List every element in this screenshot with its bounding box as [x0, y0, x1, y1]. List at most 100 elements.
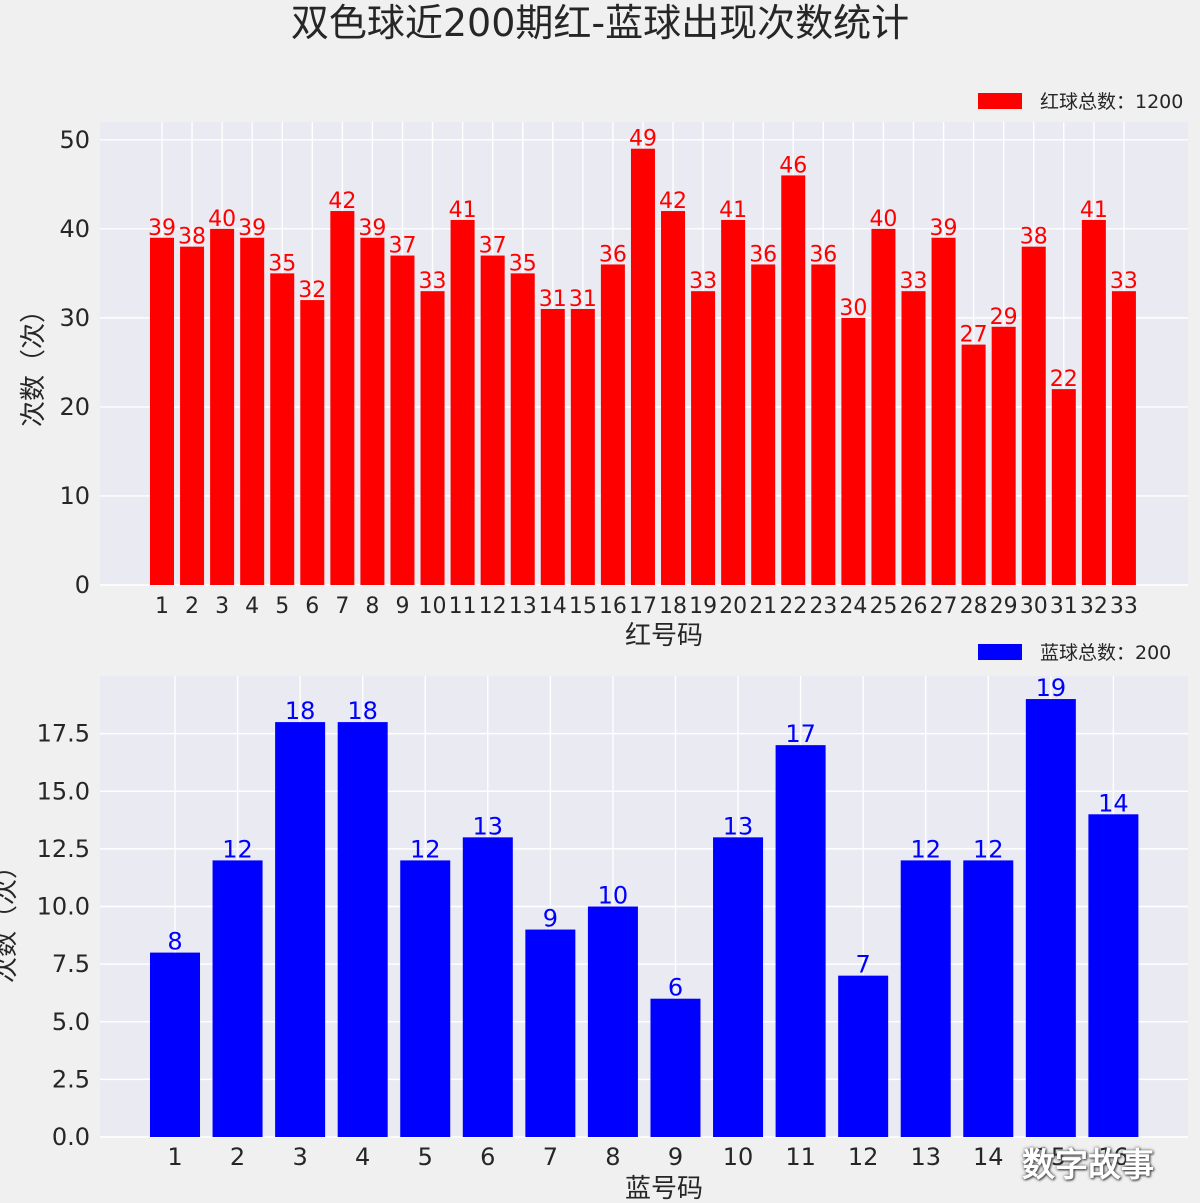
panel-1-x-tick-label: 27: [930, 594, 958, 619]
panel-1-x-tick-label: 3: [215, 594, 229, 619]
panel-1-x-tick-label: 4: [245, 594, 259, 619]
panel-1-bar: [540, 308, 565, 585]
panel-1-bar-value-label: 36: [809, 242, 837, 267]
panel-1-x-tick-label: 14: [539, 594, 567, 619]
panel-2-x-tick-label: 9: [668, 1143, 683, 1171]
panel-1-bar-value-label: 30: [839, 296, 867, 321]
panel-2-bar-value-label: 18: [285, 697, 316, 725]
panel-1-bar: [360, 237, 385, 585]
panel-1-bar: [150, 237, 174, 585]
panel-1-y-tick-label: 0: [75, 571, 90, 599]
watermark: 数字故事: [1022, 1145, 1154, 1184]
panel-1-x-axis-label: 红号码: [625, 621, 703, 651]
panel-2-x-tick-label: 3: [292, 1143, 307, 1171]
panel-2-bar-value-label: 13: [723, 812, 754, 840]
panel-2-x-tick-label: 13: [910, 1143, 941, 1171]
panel-1-bar: [420, 291, 445, 585]
panel-1-bar-value-label: 37: [479, 234, 507, 259]
panel-1-x-tick-label: 10: [419, 594, 447, 619]
panel-1-bar: [871, 228, 896, 585]
panel-2-x-tick-label: 5: [418, 1143, 433, 1171]
panel-1-x-tick-label: 19: [689, 594, 717, 619]
panel-1-x-tick-label: 7: [335, 594, 349, 619]
panel-2-y-tick-label: 2.5: [52, 1065, 90, 1093]
panel-2-x-tick-label: 2: [230, 1143, 245, 1171]
panel-2-x-axis-label: 蓝号码: [625, 1174, 703, 1203]
panel-1-bar-value-label: 35: [268, 251, 296, 276]
panel-2-bar: [713, 837, 764, 1137]
panel-2-bar-value-label: 18: [347, 697, 378, 725]
panel-2-bar-value-label: 12: [410, 835, 441, 863]
panel-1-bar: [661, 211, 686, 586]
panel-1-x-tick-label: 32: [1080, 594, 1108, 619]
panel-1-legend-label: 红球总数：1200: [1040, 91, 1183, 113]
panel-1-bar-value-label: 39: [930, 216, 958, 241]
panel-1-x-tick-label: 2: [185, 594, 199, 619]
panel-1-bar: [210, 228, 235, 585]
panel-1-bar-value-label: 42: [659, 189, 687, 214]
panel-1-bar: [991, 326, 1016, 585]
panel-1-bar-value-label: 39: [148, 216, 176, 241]
panel-1-x-tick-label: 18: [659, 594, 687, 619]
panel-2-bar: [462, 837, 513, 1137]
panel-2-bar: [838, 975, 889, 1137]
panel-1-bar-value-label: 29: [990, 305, 1018, 330]
panel-2-y-tick-label: 10.0: [37, 893, 90, 921]
panel-1-x-tick-label: 28: [960, 594, 988, 619]
panel-1-y-tick-label: 10: [59, 482, 90, 510]
panel-1-bar: [270, 273, 295, 585]
panel-1-x-tick-label: 15: [569, 594, 597, 619]
panel-1-bar-value-label: 33: [689, 269, 717, 294]
panel-1-bar-value-label: 41: [719, 198, 747, 223]
panel-2-legend-swatch: [978, 644, 1022, 660]
panel-2-y-tick-label: 7.5: [52, 950, 90, 978]
panel-1-bar: [1051, 389, 1076, 585]
panel-1-bar-value-label: 35: [509, 251, 537, 276]
panel-1-x-tick-label: 9: [395, 594, 409, 619]
panel-1-x-tick-label: 20: [719, 594, 747, 619]
panel-1-y-tick-label: 30: [59, 304, 90, 332]
panel-1-bar-value-label: 38: [178, 225, 206, 250]
panel-1-x-tick-label: 24: [839, 594, 867, 619]
panel-2-bar: [400, 860, 451, 1137]
panel-1-bar-value-label: 39: [358, 216, 386, 241]
panel-2-bar-value-label: 12: [222, 835, 253, 863]
panel-1-bar-value-label: 41: [1080, 198, 1108, 223]
panel-1-bar: [570, 308, 595, 585]
panel-1-bar: [390, 255, 415, 586]
panel-1-bar: [330, 211, 355, 586]
panel-1-x-tick-label: 16: [599, 594, 627, 619]
panel-1-bar-value-label: 36: [599, 242, 627, 267]
panel-1-bar: [901, 291, 926, 585]
panel-1-bar: [961, 344, 986, 585]
panel-1-bar: [450, 219, 475, 585]
panel-2-bar: [1088, 814, 1139, 1137]
panel-1-bar-value-label: 33: [419, 269, 447, 294]
panel-1-bar-value-label: 31: [569, 287, 597, 312]
panel-1-y-tick-label: 50: [59, 126, 90, 154]
panel-1-x-tick-label: 12: [479, 594, 507, 619]
panel-2-x-tick-label: 14: [973, 1143, 1004, 1171]
panel-1-x-tick-label: 17: [629, 594, 657, 619]
panel-1-x-tick-label: 26: [900, 594, 928, 619]
panel-1-y-tick-label: 40: [59, 215, 90, 243]
panel-1-x-tick-label: 5: [275, 594, 289, 619]
panel-1-x-tick-label: 29: [990, 594, 1018, 619]
panel-2-bar-value-label: 12: [973, 835, 1004, 863]
panel-2-bar: [900, 860, 951, 1137]
panel-1-bar-value-label: 39: [238, 216, 266, 241]
panel-1-x-tick-label: 21: [749, 594, 777, 619]
panel-1-bar-value-label: 36: [749, 242, 777, 267]
panel-2-bar: [963, 860, 1014, 1137]
panel-1-x-tick-label: 1: [155, 594, 169, 619]
panel-1-bar-value-label: 37: [388, 234, 416, 259]
panel-1-bar-value-label: 42: [328, 189, 356, 214]
chart-title: 双色球近200期红-蓝球出现次数统计: [290, 1, 910, 45]
panel-1-bar-value-label: 40: [869, 207, 897, 232]
panel-1-bar: [751, 264, 776, 585]
panel-1-bar: [300, 300, 325, 585]
panel-1-bar-value-label: 31: [539, 287, 567, 312]
panel-1-bar-value-label: 22: [1050, 367, 1078, 392]
panel-1-bar-value-label: 40: [208, 207, 236, 232]
